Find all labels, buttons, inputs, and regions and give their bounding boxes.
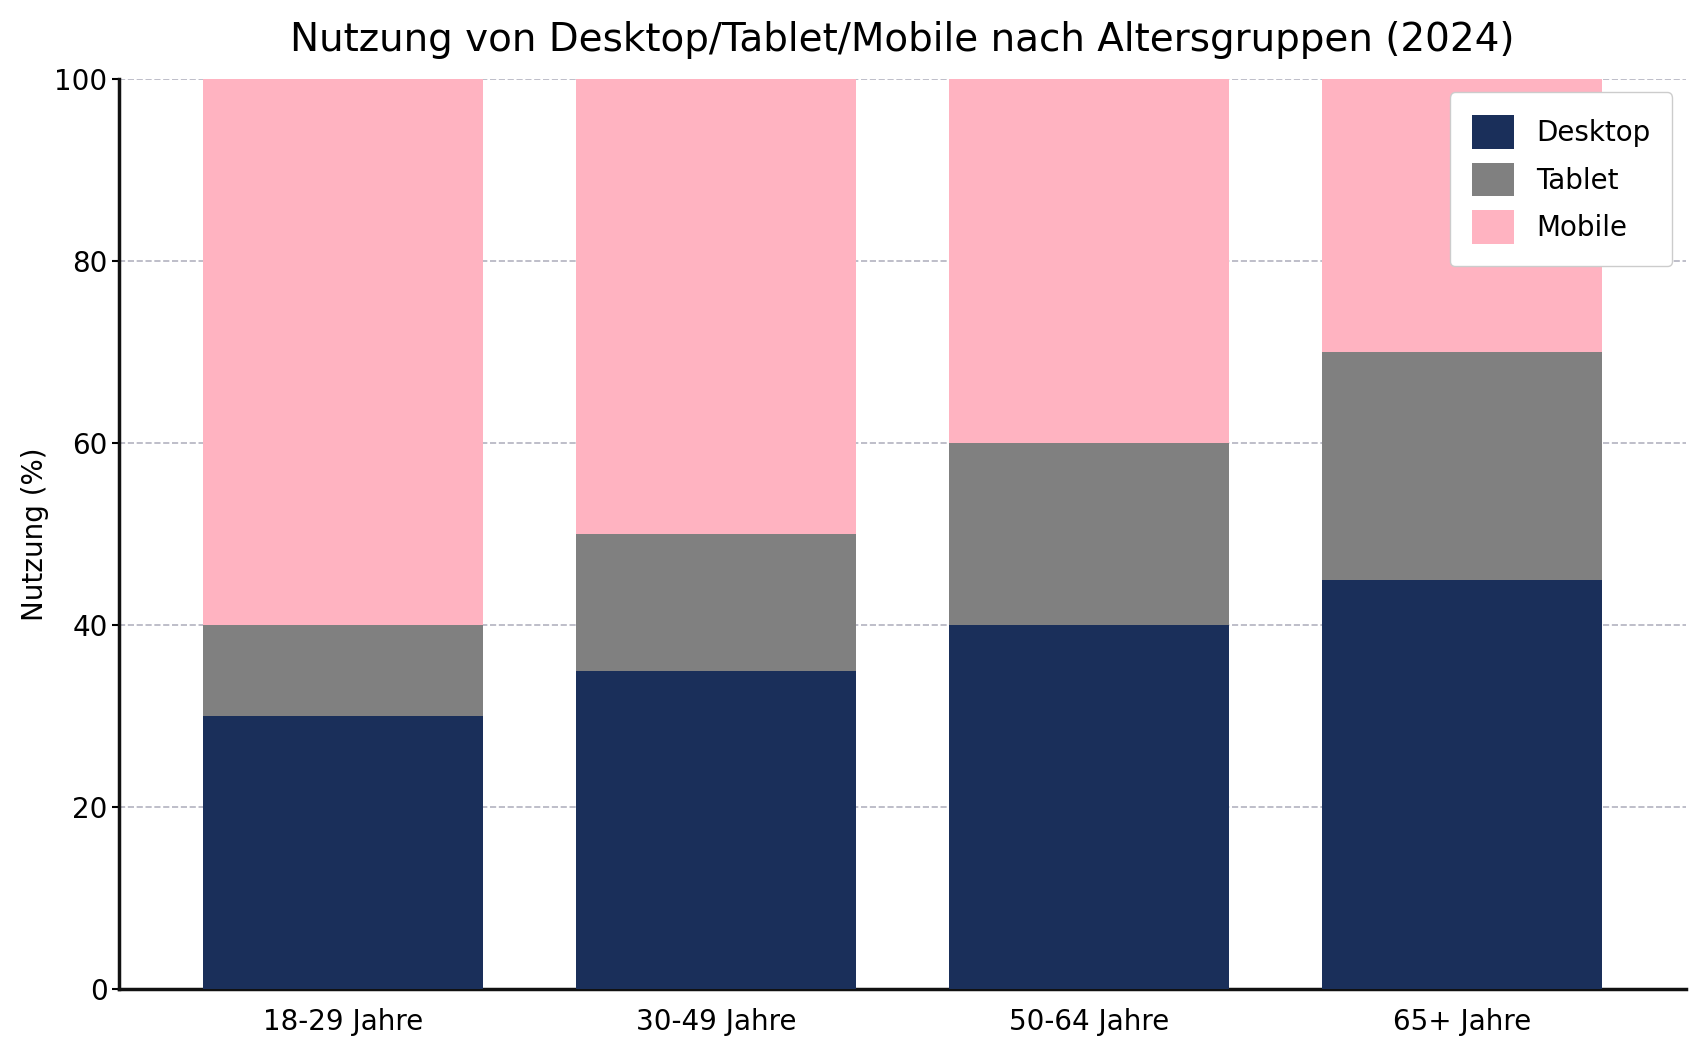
- Bar: [577, 534, 857, 670]
- Bar: [577, 78, 857, 534]
- Bar: [949, 443, 1229, 625]
- Bar: [203, 625, 483, 717]
- Bar: [577, 670, 857, 989]
- Y-axis label: Nutzung (%): Nutzung (%): [20, 447, 50, 620]
- Bar: [1323, 579, 1603, 989]
- Legend: Desktop, Tablet, Mobile: Desktop, Tablet, Mobile: [1449, 93, 1673, 266]
- Bar: [1323, 352, 1603, 579]
- Bar: [203, 717, 483, 989]
- Bar: [1323, 78, 1603, 352]
- Bar: [203, 78, 483, 625]
- Bar: [949, 78, 1229, 443]
- Bar: [949, 625, 1229, 989]
- Title: Nutzung von Desktop/Tablet/Mobile nach Altersgruppen (2024): Nutzung von Desktop/Tablet/Mobile nach A…: [290, 21, 1516, 59]
